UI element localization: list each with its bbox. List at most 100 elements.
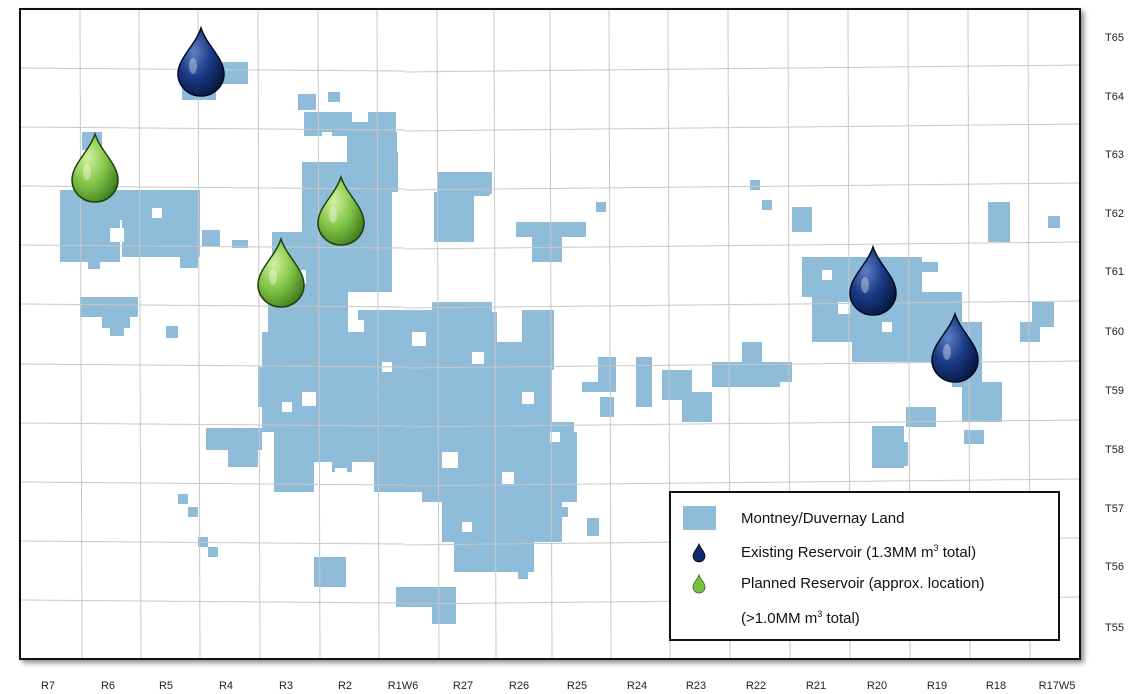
township-label: T56 [1105,561,1124,573]
land-parcel [454,532,534,572]
range-label: R3 [278,680,294,692]
land-parcel [208,547,218,557]
parcel-gap [502,472,514,484]
land-parcel [80,297,138,317]
parcel-gap [352,320,364,332]
township-label: T59 [1105,385,1124,397]
land-parcel [332,442,352,472]
grid-line [138,10,142,658]
land-parcel [442,184,490,196]
township-label: T57 [1105,503,1124,515]
parcel-gap [322,132,332,142]
legend: Montney/Duvernay Land Existing Reservoir… [669,491,1060,641]
land-swatch [683,506,716,530]
parcel-gap [335,468,347,480]
drop-highlight [83,164,91,180]
range-label: R6 [100,680,116,692]
land-parcel [682,392,712,422]
land-parcel [906,407,936,427]
water-drop-icon[interactable] [931,311,979,383]
grid-line [79,10,83,658]
township-label: T55 [1105,622,1124,634]
land-parcel [180,250,198,268]
land-parcel [600,397,614,417]
range-label: R5 [158,680,174,692]
parcel-gap [442,452,458,468]
township-grid [21,10,1079,658]
water-drop-icon[interactable] [71,131,119,203]
township-label: T61 [1105,266,1124,278]
parcel-gap [302,392,316,406]
parcel-gap [522,392,534,404]
grid-line [549,10,553,658]
land-parcel [908,262,938,272]
land-parcel [434,192,474,242]
land-parcel [1020,322,1040,342]
legend-planned-label: Planned Reservoir (approx. location) [741,575,985,592]
drop-highlight [943,344,951,360]
land-parcel [1048,216,1060,228]
water-drop-icon [692,543,706,563]
land-parcel [742,342,762,372]
land-parcel [558,507,568,517]
parcel-gap [462,522,472,532]
drop-highlight [861,277,869,293]
grid-line [21,363,406,368]
water-drop-icon[interactable] [849,244,897,316]
range-label: R19 [926,680,948,692]
parcel-gap [550,432,560,442]
range-label: R18 [985,680,1007,692]
township-label: T62 [1105,208,1124,220]
water-drop-icon[interactable] [177,25,225,97]
grid-line [197,10,201,658]
parcel-gap [352,110,368,122]
township-label: T58 [1105,444,1124,456]
land-parcel [582,382,600,392]
land-parcel [178,494,188,504]
township-label: T60 [1105,326,1124,338]
township-label: T65 [1105,32,1124,44]
range-label: R26 [508,680,530,692]
legend-existing-label: Existing Reservoir (1.3MM m3 total) [741,543,977,561]
land-parcel [962,382,1002,422]
range-label: R17W5 [1038,680,1076,692]
grid-line [21,126,406,131]
land-parcel [202,230,220,246]
land-parcel [378,152,398,192]
parcel-gap [282,402,292,412]
reservoir-markers [71,25,979,383]
range-label: R4 [218,680,234,692]
grid-line [436,10,440,658]
grid-line [404,241,1079,250]
land-parcel [166,326,178,338]
land-parcel [964,430,984,444]
land-parcel [522,310,554,370]
land-parcel [88,257,100,269]
range-label: R20 [866,680,888,692]
land-parcel [314,557,346,587]
water-drop-icon[interactable] [257,236,305,308]
land-parcel [1032,302,1054,327]
land-parcel [518,569,528,579]
land-parcel [596,202,606,212]
parcel-gap [882,322,892,332]
grid-line [404,123,1079,132]
grid-line [404,64,1079,73]
land-parcel [636,357,652,407]
land-parcel [988,202,1010,242]
range-label: R23 [685,680,707,692]
grid-line [21,540,406,545]
drop-highlight [269,269,277,285]
land-parcel [298,94,316,110]
parcel-gap [412,332,426,346]
grid-line [404,419,1079,428]
parcel-gap [822,270,832,280]
grid-line [21,481,406,486]
parcel-gap [152,208,162,218]
land-parcel [140,190,200,220]
land-map[interactable] [21,10,1081,660]
water-drop-icon[interactable] [317,174,365,246]
land-parcel [432,302,492,342]
range-label: R27 [452,680,474,692]
land-parcel [762,362,792,382]
